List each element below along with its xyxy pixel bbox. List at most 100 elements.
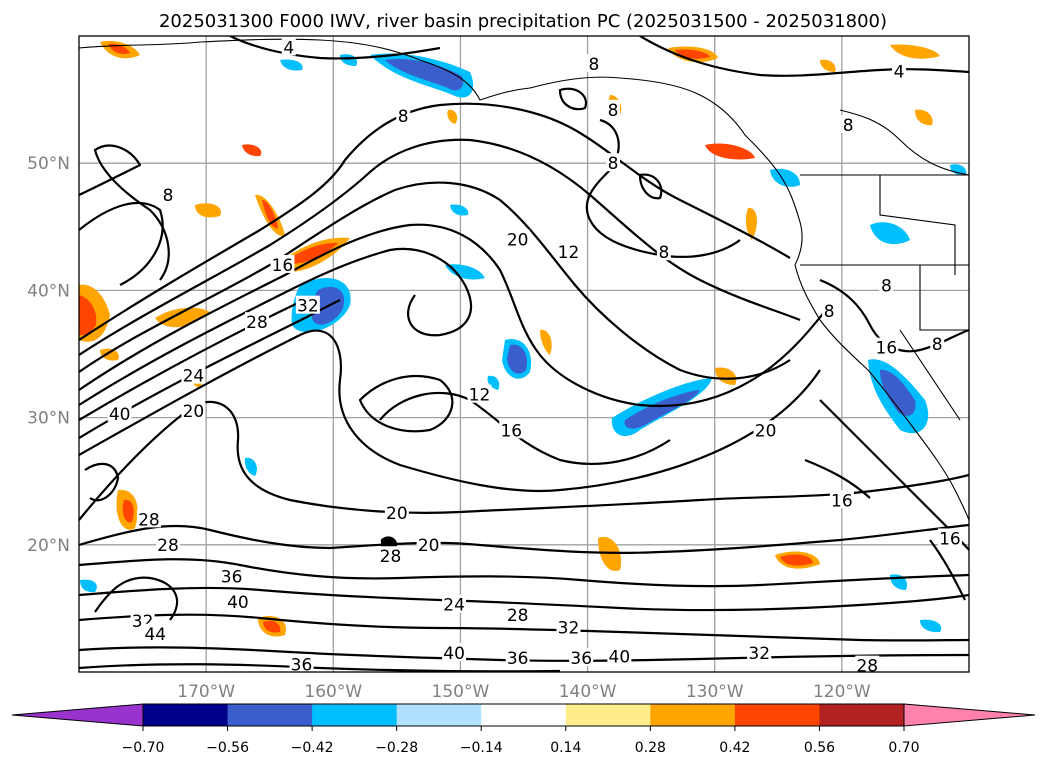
colorbar-under-extension (11, 703, 144, 727)
negative-anomaly-area (445, 264, 485, 280)
positive-anomaly-area (122, 499, 134, 523)
positive-anomaly-area (195, 203, 221, 218)
contour-label: 40 (443, 644, 465, 664)
colorbar-segment (396, 704, 482, 726)
positive-anomaly-area (820, 59, 836, 72)
contour-label: 28 (246, 313, 268, 333)
negative-anomaly-area (385, 58, 464, 91)
positive-anomaly-area (780, 554, 813, 566)
colorbar-segment (565, 704, 651, 726)
contour-label-background (245, 312, 269, 331)
positive-anomaly-area (100, 348, 119, 361)
colorbar-segment (227, 704, 313, 726)
contour-label-background (396, 106, 411, 125)
contour-label-background (586, 53, 601, 72)
contour-label: 8 (608, 154, 619, 174)
contour-label-background (606, 153, 620, 172)
contour-label-background (556, 617, 581, 636)
contour-label-background (822, 300, 837, 319)
contour-label-background (829, 490, 854, 509)
colorbar-tick-label: −0.14 (460, 740, 503, 756)
contour-label-background (289, 654, 314, 672)
contour-label-background (442, 594, 467, 613)
contour-label-background (225, 592, 250, 611)
iwv-contour (79, 613, 969, 642)
map-plot-area: 4488888888881212161616161620202020202424… (79, 36, 969, 677)
colorbar-segment (312, 704, 398, 726)
longitude-tick-label: 130°W (686, 682, 744, 702)
contour-label-background (295, 295, 320, 314)
contour-label: 8 (824, 302, 835, 322)
contour-label: 8 (608, 101, 619, 121)
colorbar-segment (734, 704, 820, 726)
contour-label-background (505, 648, 530, 667)
colorbar-tick-label: −0.56 (206, 740, 249, 756)
contour-label: 20 (507, 231, 529, 251)
contour-label-background (505, 229, 530, 248)
contour-label: 28 (157, 536, 179, 556)
iwv-contour (358, 375, 454, 433)
iwv-contour (94, 576, 179, 621)
iwv-contour (929, 539, 966, 601)
contour-label-background (416, 534, 441, 553)
contour-label: 40 (109, 405, 131, 425)
contour-label: 36 (570, 649, 592, 669)
contour-label-background (656, 242, 671, 261)
iwv-contour (79, 201, 164, 286)
positive-anomaly-area (890, 44, 940, 59)
iwv-contour (804, 458, 871, 499)
contour-label-background (107, 403, 132, 422)
negative-anomaly-area (280, 59, 303, 71)
iwv-contour (229, 36, 441, 60)
state-border (839, 109, 969, 176)
contour-label: 8 (843, 116, 854, 136)
contour-label-background (136, 509, 161, 528)
contour-label-background (442, 642, 467, 661)
contour-label: 28 (507, 606, 529, 626)
contour-label: 36 (221, 568, 243, 588)
latitude-labels: 50°N 40°N 30°N 20°N (27, 154, 70, 556)
iwv-contour (79, 558, 969, 588)
positive-anomaly-area (155, 307, 210, 328)
negative-anomaly-area (870, 222, 910, 245)
contour-label-background (505, 604, 530, 623)
contour-label: 8 (932, 335, 943, 355)
contour-label: 4 (283, 38, 294, 58)
contour-label: 16 (939, 529, 961, 549)
contour-label: 28 (380, 547, 402, 567)
iwv-contour (79, 144, 170, 281)
positive-anomaly-area (263, 620, 281, 633)
contour-label-background (161, 185, 175, 203)
figure-title: 2025031300 F000 IWV, river basin precipi… (159, 11, 887, 32)
contour-label-background (219, 566, 244, 585)
contour-label-background (607, 646, 632, 665)
contour-label: 36 (507, 649, 529, 669)
negative-anomaly-area (920, 619, 942, 633)
colorbar-tick-label: −0.42 (291, 740, 334, 756)
colorbar-over-extension (903, 703, 1036, 727)
british-columbia-coastline (779, 174, 803, 266)
negative-anomaly-area (507, 344, 528, 374)
contour-label-background (270, 254, 295, 273)
contour-label: 8 (658, 243, 669, 263)
positive-anomaly-area (915, 109, 933, 126)
contour-label-background (378, 546, 403, 565)
contour-label: 16 (831, 491, 853, 511)
positive-anomaly-area (705, 143, 755, 160)
colorbar-tick-label: −0.70 (122, 740, 165, 756)
contour-label-background (937, 528, 962, 547)
contour-label: 16 (876, 339, 898, 359)
latitude-tick-label: 40°N (27, 281, 70, 301)
contour-label: 28 (856, 657, 878, 677)
colorbar-tick-label: 0.14 (550, 740, 581, 756)
positive-anomaly-area (745, 207, 757, 240)
colorbar: −0.70 −0.56 −0.42 −0.28 −0.14 0.14 0.28 0.42 0.5… (11, 703, 1036, 756)
positive-anomaly-area (447, 109, 458, 124)
iwv-contour (558, 87, 588, 111)
contour-label-background (879, 275, 894, 294)
contour-label-background (143, 623, 168, 642)
coastlines (79, 38, 969, 521)
longitude-tick-label: 170°W (177, 682, 235, 702)
contour-label-background (181, 401, 206, 420)
